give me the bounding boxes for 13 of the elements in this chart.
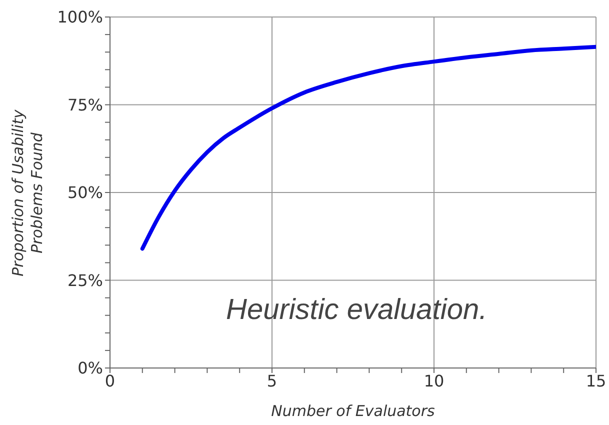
x-tick-label: 15 [586,371,606,390]
y-tick-label: 100% [57,8,103,27]
line-series [140,44,596,251]
x-tick-label: 5 [266,371,278,390]
y-tick-label: 0% [78,358,103,378]
y-tick-label: 50% [67,183,103,202]
y-tick-label: 75% [67,95,103,114]
annotation: Heuristic evaluation. [226,294,488,327]
x-axis-title: Number of Evaluators [271,402,436,420]
y-axis-title: Proportion of Usability Problems Found [9,108,47,278]
y-tick-label: 25% [67,270,103,290]
x-tick-label: 0 [104,371,116,390]
x-tick-label: 10 [424,371,444,390]
